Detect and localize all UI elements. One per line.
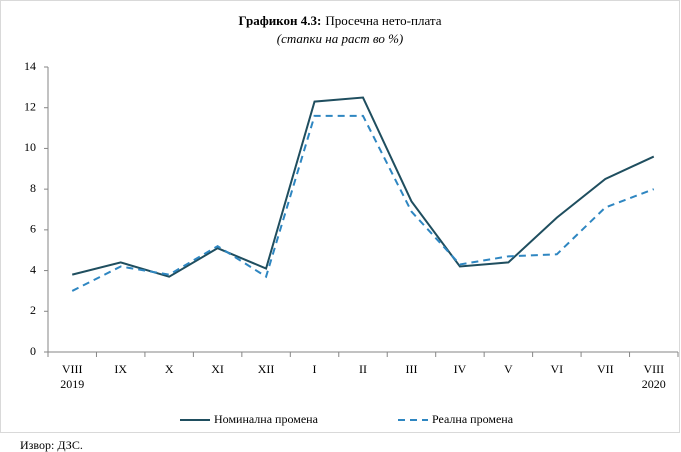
chart-title-group: Графикон 4.3: Просечна нето-плата — [239, 13, 442, 28]
series-line — [71, 96, 655, 278]
chart-title-label: Графикон 4.3: — [239, 13, 322, 28]
x-tick-label: X — [165, 362, 174, 376]
y-tick-label: 0 — [30, 344, 36, 358]
x-tick-label: VIII — [62, 362, 83, 376]
series-line — [71, 114, 655, 292]
y-tick-label: 10 — [24, 140, 36, 154]
x-tick-label: VIII — [643, 362, 664, 376]
chart-frame — [0, 0, 680, 433]
y-tick-label: 4 — [30, 262, 36, 276]
x-year-label: 2019 — [60, 377, 84, 391]
x-tick-label: IV — [454, 362, 467, 376]
x-tick-label: IX — [114, 362, 127, 376]
x-tick-label: XII — [258, 362, 275, 376]
x-tick-label: VII — [597, 362, 614, 376]
x-tick-label: III — [405, 362, 417, 376]
x-year-label: 2020 — [642, 377, 666, 391]
y-tick-label: 2 — [30, 303, 36, 317]
chart-title: Просечна нето-плата — [325, 13, 441, 28]
legend-label: Реална промена — [432, 412, 514, 426]
x-tick-label: II — [359, 362, 367, 376]
y-tick-label: 8 — [30, 181, 36, 195]
legend-label: Номинална промена — [214, 412, 319, 426]
y-tick-label: 6 — [30, 222, 36, 236]
y-tick-label: 12 — [24, 99, 36, 113]
x-tick-label: I — [313, 362, 317, 376]
x-tick-label: VI — [551, 362, 564, 376]
y-tick-label: 14 — [24, 59, 36, 73]
source: Извор: ДЗС. — [20, 438, 83, 452]
x-tick-label: V — [504, 362, 513, 376]
x-tick-label: XI — [211, 362, 224, 376]
chart-subtitle: (стапки на раст во %) — [277, 31, 403, 46]
